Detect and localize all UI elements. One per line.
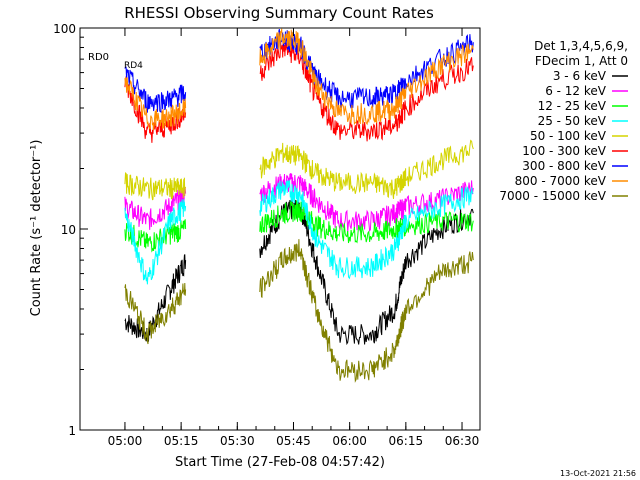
series-line [124,28,474,131]
legend-entry: 100 - 300 keV [522,144,606,158]
series-line [124,139,474,201]
legend-entry: 300 - 800 keV [522,159,606,173]
x-tick-label: 05:00 [108,434,143,448]
series-line [124,172,474,233]
legend-header: Det 1,3,4,5,6,9, [534,39,628,53]
x-tick-label: 06:30 [445,434,480,448]
x-tick-label: 05:15 [164,434,199,448]
series-line [124,179,474,285]
legend-entry: 25 - 50 keV [538,114,607,128]
y-tick-label: 1 [68,424,76,438]
series-line [124,39,474,143]
annotation-rd0: RD0 [88,52,109,63]
x-axis-label: Start Time (27-Feb-08 04:57:42) [175,455,385,470]
annotation-rd4: RD4 [124,61,143,71]
legend-entry: 3 - 6 keV [553,69,607,83]
legend-entry: 12 - 25 keV [538,99,607,113]
series-line [124,196,474,346]
legend-entry: 6 - 12 keV [545,84,607,98]
y-axis: 1 10 100 [53,22,88,438]
x-tick-label: 06:00 [332,434,367,448]
plot-area [124,28,474,383]
series-line [124,239,474,383]
y-axis-label: Count Rate (s⁻¹ detector⁻¹) [29,140,44,317]
y-tick-label: 10 [61,223,76,237]
x-tick-label: 05:45 [276,434,311,448]
legend-entry: 7000 - 15000 keV [499,189,606,203]
chart-title: RHESSI Observing Summary Count Rates [124,4,434,22]
legend-entry: 800 - 7000 keV [515,174,607,188]
x-tick-label: 06:15 [389,434,424,448]
timestamp: 13-Oct-2021 21:56 [560,469,636,478]
legend-header: FDecim 1, Att 0 [535,54,628,68]
x-axis: 05:00 05:15 05:30 05:45 06:00 06:15 06:30 [108,28,480,448]
legend-entry: 50 - 100 keV [530,129,607,143]
x-tick-label: 05:30 [220,434,255,448]
legend: Det 1,3,4,5,6,9,FDecim 1, Att 03 - 6 keV… [499,39,628,203]
y-tick-label: 100 [53,22,76,36]
